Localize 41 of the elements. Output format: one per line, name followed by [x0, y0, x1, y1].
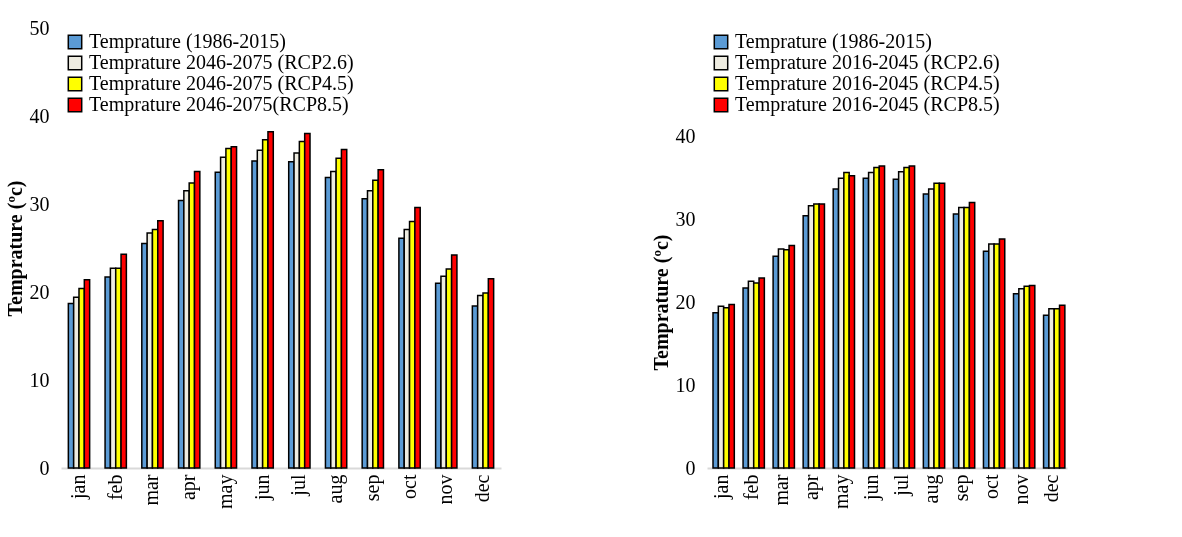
- x-tick-label: dec: [1040, 474, 1063, 503]
- y-tick-label: 30: [675, 207, 696, 230]
- x-tick-label: aug: [324, 474, 348, 504]
- bar: [450, 254, 458, 469]
- y-tick-label: 40: [675, 124, 696, 147]
- y-tick-label: 10: [29, 368, 50, 391]
- x-tick-label: nov: [434, 474, 457, 505]
- x-tick-label: aug: [920, 474, 944, 504]
- y-axis-title: Temprature (ºc): [649, 234, 673, 371]
- x-tick-label: jan: [67, 474, 90, 500]
- x-tick-label: jan: [709, 474, 733, 500]
- y-tick-label: 20: [29, 280, 50, 303]
- x-tick-label: oct: [397, 474, 420, 499]
- x-tick-label: jun: [250, 474, 274, 502]
- x-tick-label: sep: [360, 474, 384, 502]
- bar: [303, 132, 311, 469]
- y-tick-label: 40: [29, 104, 50, 127]
- y-tick-label: 0: [685, 456, 696, 479]
- x-tick-label: oct: [980, 474, 1003, 499]
- y-tick-label: 30: [29, 192, 50, 215]
- x-tick-label: may: [213, 474, 237, 509]
- x-tick-label: jul: [890, 474, 914, 497]
- x-tick-label: apr: [177, 474, 201, 501]
- y-tick-label: 20: [675, 290, 696, 313]
- x-tick-label: feb: [103, 474, 126, 501]
- x-tick-label: mar: [140, 474, 163, 506]
- x-tick-label: may: [829, 474, 853, 509]
- x-tick-label: feb: [739, 474, 762, 501]
- y-tick-label: 0: [39, 456, 50, 479]
- x-tick-label: dec: [471, 474, 493, 503]
- y-tick-label: 50: [29, 16, 50, 39]
- legend-label: Temprature (1986-2015): [735, 30, 932, 53]
- x-tick-label: sep: [950, 474, 974, 502]
- x-tick-label: apr: [799, 474, 823, 501]
- x-tick-label: jul: [287, 474, 311, 497]
- y-axis-title: Temprature (ºc): [3, 180, 27, 317]
- x-tick-label: mar: [769, 474, 792, 506]
- y-tick-label: 10: [675, 373, 696, 396]
- x-tick-label: jun: [859, 474, 883, 502]
- legend-label: Temprature (1986-2015): [89, 30, 286, 53]
- x-tick-label: nov: [1010, 474, 1033, 505]
